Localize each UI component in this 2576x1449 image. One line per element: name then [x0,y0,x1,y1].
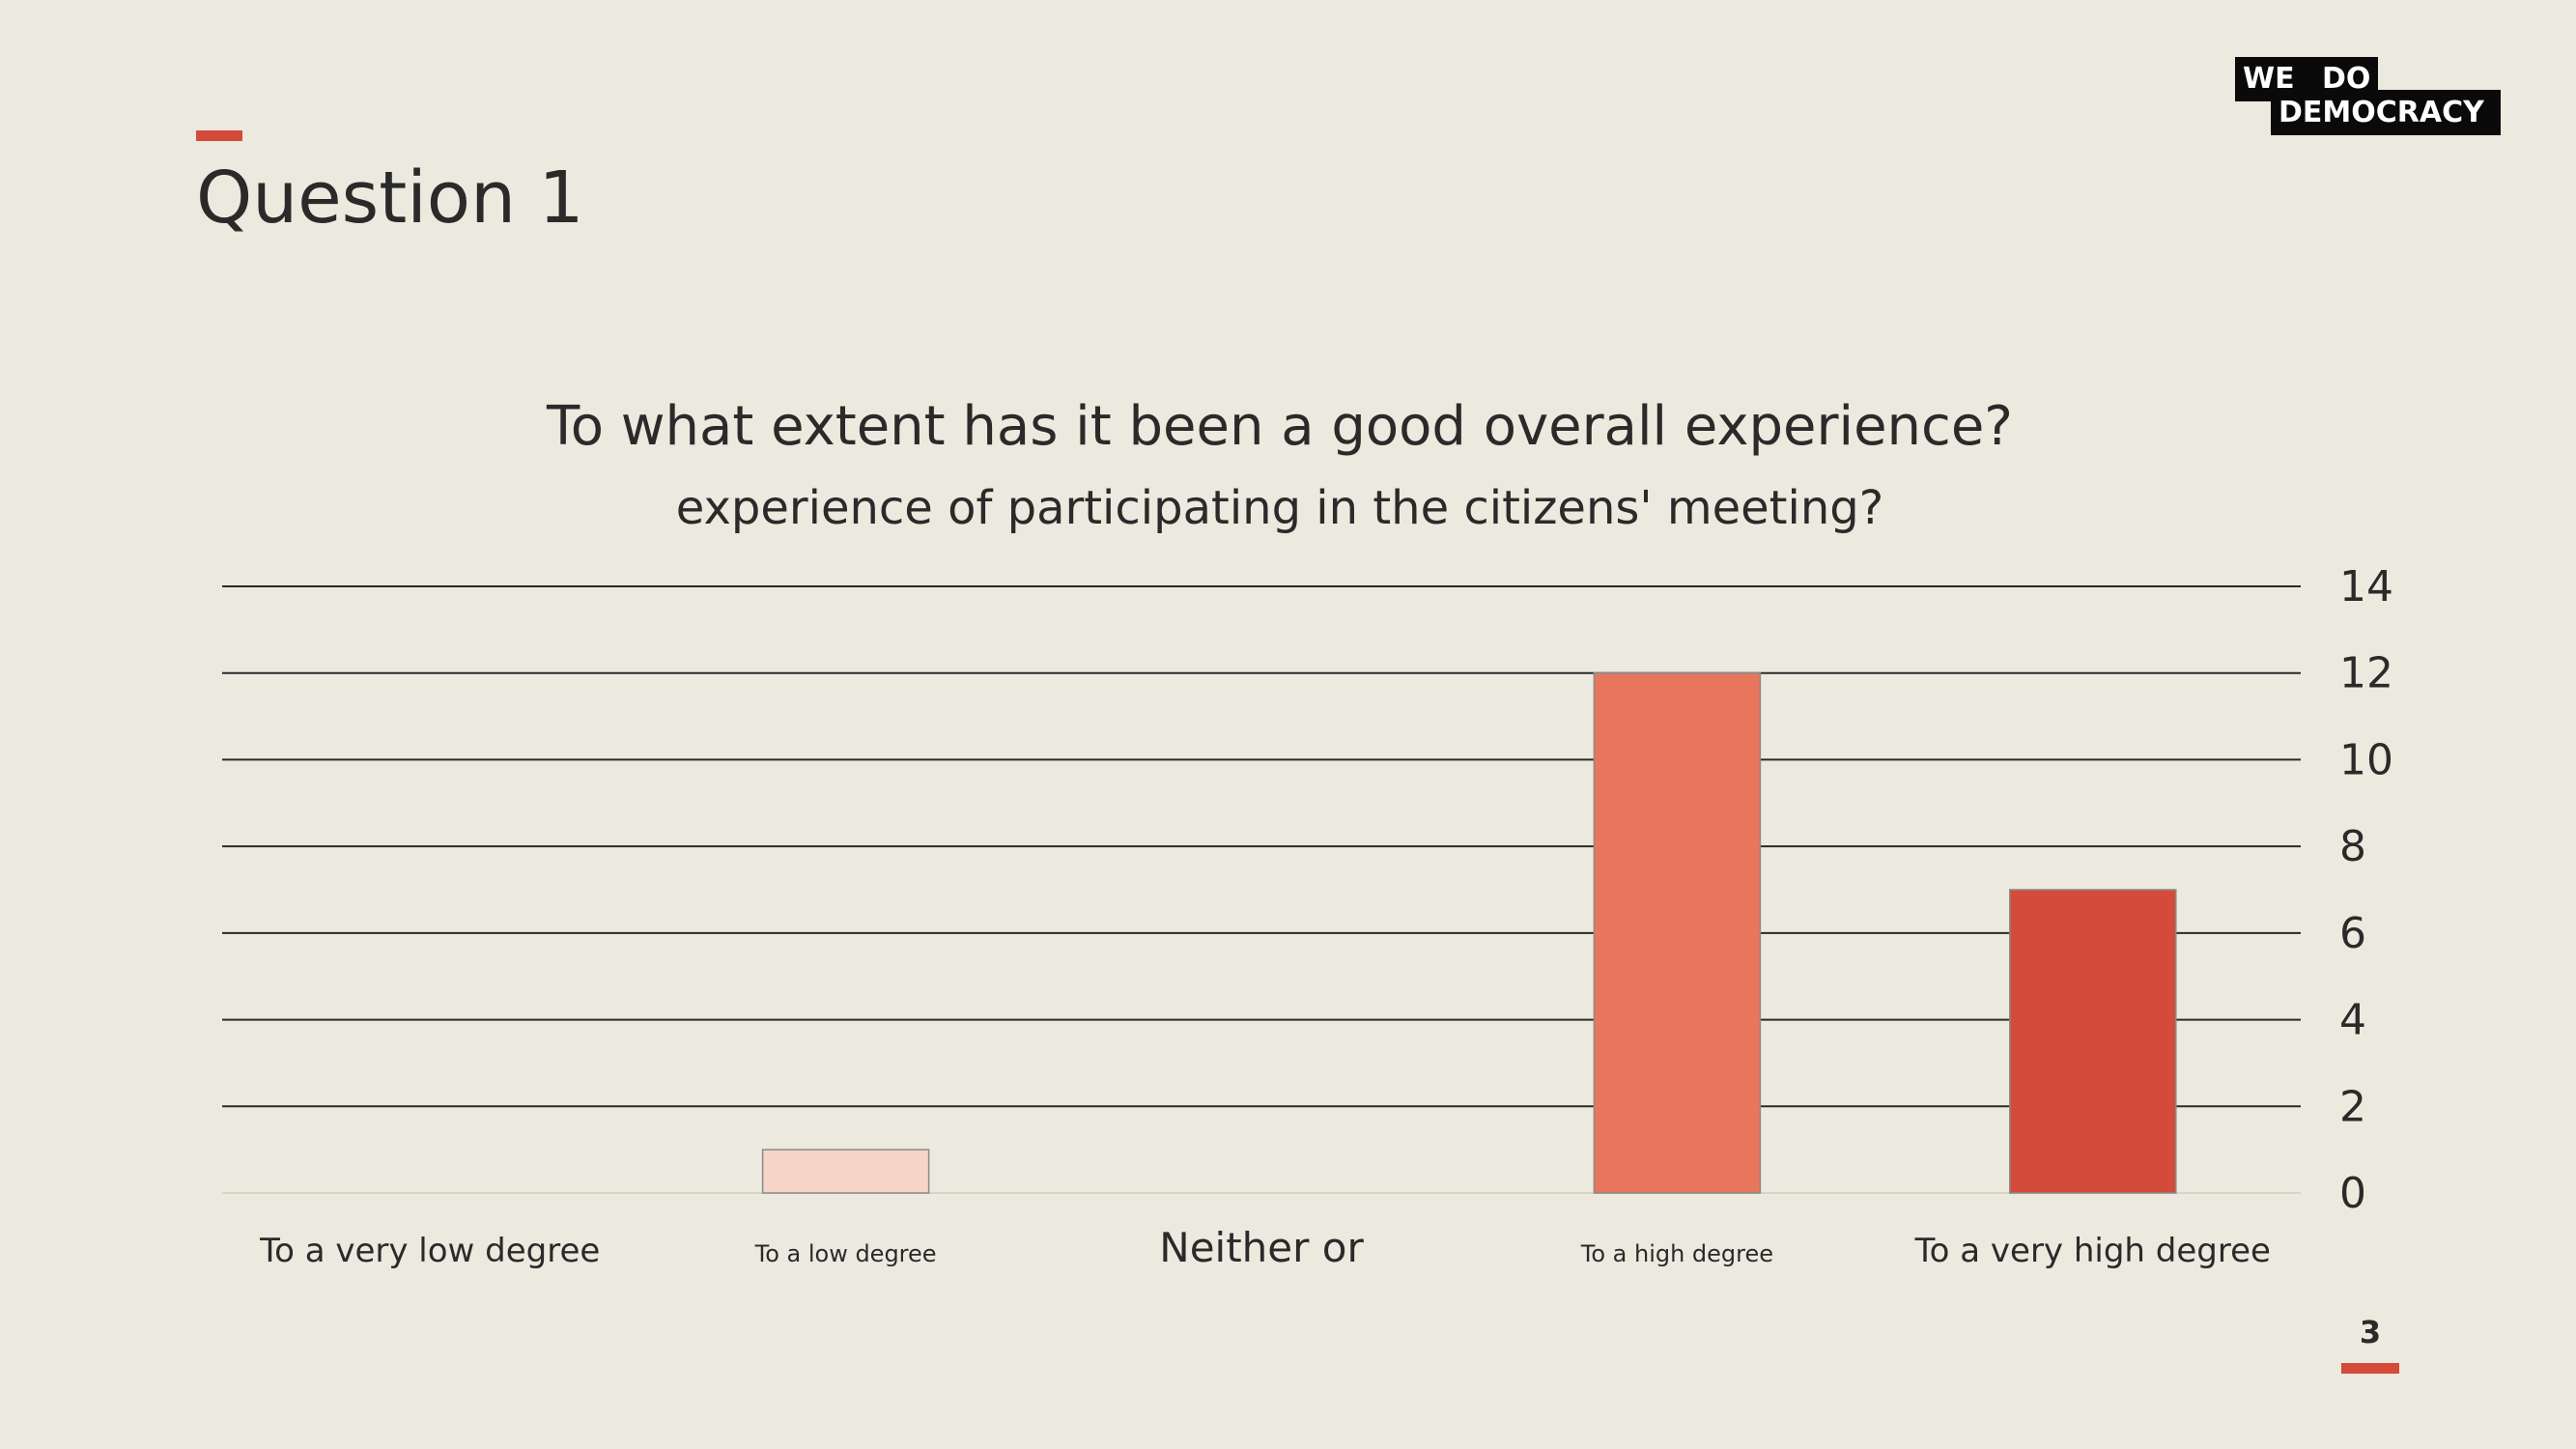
title-accent-bar [196,130,242,141]
page-number-accent-bar [2341,1363,2399,1374]
category-label: To a very high degree [1914,1232,2271,1270]
chart-subtitle: experience of participating in the citiz… [675,481,1884,535]
y-tick-label: 2 [2339,1082,2366,1131]
category-label: To a low degree [754,1240,937,1267]
bar-to-a-high-degree [1593,671,1762,1194]
y-tick-label: 14 [2339,562,2393,611]
page-title: Question 1 [196,156,584,240]
y-tick-label: 10 [2339,735,2393,784]
y-tick-label: 12 [2339,649,2393,698]
y-tick-label: 4 [2339,996,2366,1045]
category-label: To a high degree [1580,1240,1773,1267]
category-label: Neither or [1159,1224,1364,1271]
gridlines [222,585,2301,1194]
we-do-democracy-logo: WE DO DEMOCRACY [2235,57,2501,139]
category-labels: To a very low degree To a low degree Neith… [259,1224,2271,1271]
chart-title: To what extent has it been a good overal… [547,395,2013,458]
category-label: To a very low degree [259,1232,600,1270]
y-tick-label: 8 [2339,822,2366,871]
page-number: 3 [2359,1314,2382,1350]
bars [761,671,2177,1194]
y-axis-ticks: 0 2 4 6 8 10 12 14 [2339,562,2393,1218]
logo-line-2: DEMOCRACY [2271,90,2501,135]
bar-to-a-very-high-degree [2009,889,2177,1194]
y-tick-label: 6 [2339,909,2366,958]
bar-to-a-low-degree [761,1149,930,1194]
y-tick-label: 0 [2339,1169,2366,1218]
